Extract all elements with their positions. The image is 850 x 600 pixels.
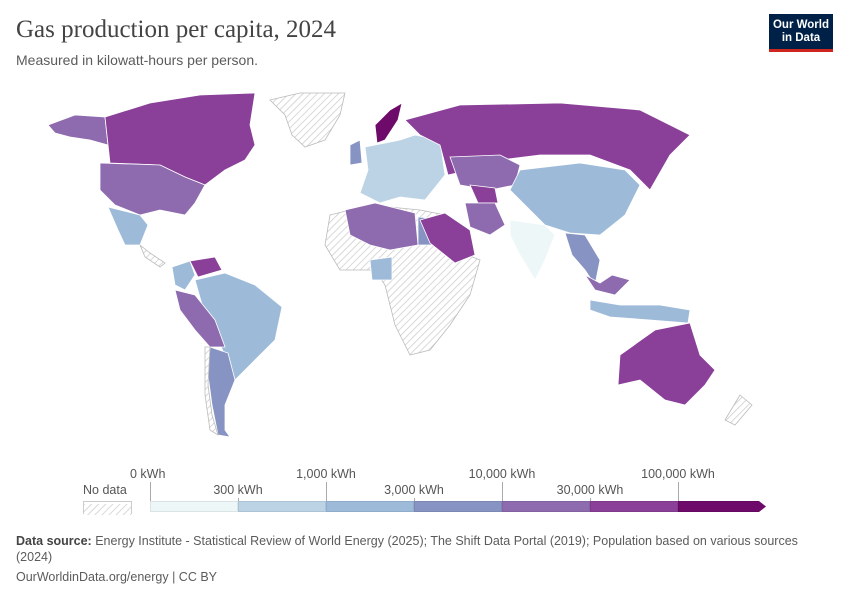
chart-title: Gas production per capita, 2024 xyxy=(16,16,337,43)
legend-bin-0 xyxy=(150,501,238,512)
country-china[interactable] xyxy=(509,162,641,236)
country-kazakhstan[interactable] xyxy=(449,154,521,191)
legend-tick xyxy=(678,482,679,501)
legend-threshold-label: 100,000 kWh xyxy=(641,467,715,481)
country-malaysia[interactable] xyxy=(584,274,631,296)
country-iran[interactable] xyxy=(464,202,506,236)
country-uk[interactable] xyxy=(349,139,363,166)
country-russia[interactable] xyxy=(404,102,691,191)
legend-bin-5 xyxy=(590,501,678,512)
source-text: Energy Institute - Statistical Review of… xyxy=(16,534,798,564)
legend-threshold-label: 30,000 kWh xyxy=(556,483,624,497)
legend-no-data-label: No data xyxy=(83,483,127,497)
country-nigeria[interactable] xyxy=(369,256,393,281)
owid-logo[interactable]: Our World in Data xyxy=(769,14,833,52)
country-venezuela[interactable] xyxy=(189,256,223,278)
country-colombia[interactable] xyxy=(171,260,196,291)
country-new-zealand[interactable] xyxy=(724,394,753,426)
world-map[interactable] xyxy=(0,85,850,455)
country-india[interactable] xyxy=(509,219,556,281)
legend-tick xyxy=(502,482,503,501)
country-indonesia[interactable] xyxy=(589,299,691,324)
legend-threshold-label: 3,000 kWh xyxy=(384,483,444,497)
footer-url[interactable]: OurWorldinData.org/energy | CC BY xyxy=(16,570,218,584)
country-argentina[interactable] xyxy=(207,346,236,438)
legend-bin-1 xyxy=(238,501,326,512)
legend-tick xyxy=(590,498,591,501)
legend-threshold-label: 1,000 kWh xyxy=(296,467,356,481)
legend-bin-2 xyxy=(326,501,414,512)
country-usa[interactable] xyxy=(99,162,206,216)
legend-tick xyxy=(414,498,415,501)
country-chile[interactable] xyxy=(204,346,219,436)
country-greenland[interactable] xyxy=(269,92,346,148)
country-australia[interactable] xyxy=(617,322,716,406)
legend-threshold-label: 10,000 kWh xyxy=(468,467,536,481)
legend-bin-6 xyxy=(678,501,766,512)
legend-no-data-swatch xyxy=(83,501,132,515)
country-peru-bolivia[interactable] xyxy=(174,289,226,348)
country-algeria-libya[interactable] xyxy=(344,202,419,251)
legend-tick xyxy=(238,498,239,501)
legend-tick xyxy=(326,482,327,501)
country-middle-east[interactable] xyxy=(419,212,476,264)
country-southeast-asia[interactable] xyxy=(564,232,601,287)
legend-threshold-label: 0 kWh xyxy=(130,467,166,481)
country-central-america[interactable] xyxy=(139,244,166,268)
country-turkmenistan[interactable] xyxy=(469,184,499,204)
legend-bin-4 xyxy=(502,501,590,512)
legend-tick xyxy=(150,482,151,501)
source-label: Data source: xyxy=(16,534,92,548)
country-europe[interactable] xyxy=(359,134,446,204)
legend-threshold-label: 300 kWh xyxy=(213,483,263,497)
source-note: Data source: Energy Institute - Statisti… xyxy=(16,533,826,565)
country-alaska[interactable] xyxy=(47,114,109,146)
country-norway[interactable] xyxy=(374,102,403,144)
legend-bin-3 xyxy=(414,501,502,512)
chart-subtitle: Measured in kilowatt-hours per person. xyxy=(16,52,259,68)
